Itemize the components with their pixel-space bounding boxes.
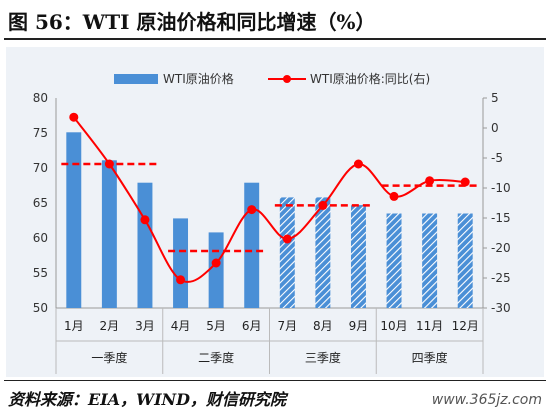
price-bar-11月 (422, 213, 438, 308)
footer-rule (4, 380, 546, 381)
title-rule (4, 38, 546, 40)
x-tick-label: 4月 (171, 319, 191, 333)
x-tick-label: 10月 (380, 319, 407, 333)
quarter-group-label: 二季度 (198, 350, 234, 365)
x-tick-label: 12月 (452, 319, 479, 333)
right-axis-tick-label: -10 (491, 181, 511, 195)
yoy-growth-line (72, 116, 466, 283)
legend-bar-swatch (114, 74, 158, 84)
left-axis-tick-label: 60 (33, 231, 48, 245)
yoy-point-9月 (353, 159, 363, 169)
x-tick-label: 8月 (313, 319, 333, 333)
legend-line-marker (283, 75, 291, 83)
x-tick-label: 11月 (416, 319, 443, 333)
yoy-point-6月 (247, 205, 257, 215)
left-axis-tick-label: 80 (33, 91, 48, 105)
x-tick-label: 1月 (64, 319, 84, 333)
right-axis-tick-label: -25 (491, 271, 511, 285)
yoy-point-11月 (425, 176, 435, 186)
price-bar-6月 (244, 182, 260, 308)
x-tick-label: 3月 (135, 319, 155, 333)
yoy-point-7月 (282, 234, 292, 244)
yoy-point-8月 (318, 200, 328, 210)
left-axis-tick-label: 70 (33, 161, 48, 175)
left-axis-tick-label: 75 (33, 126, 48, 140)
price-bar-2月 (101, 160, 117, 308)
chart-legend: WTI原油价格 WTI原油价格:同比(右) (114, 71, 430, 86)
yoy-point-12月 (460, 177, 470, 187)
right-axis-tick-label: 0 (491, 121, 499, 135)
price-bar-9月 (350, 205, 366, 308)
x-tick-label: 9月 (349, 319, 369, 333)
yoy-point-3月 (140, 215, 150, 225)
price-bar-10月 (386, 213, 402, 308)
price-bar-5月 (208, 232, 224, 308)
yoy-point-2月 (104, 159, 114, 169)
right-axis-tick-label: -5 (491, 151, 503, 165)
figure-title: 图 56：WTI 原油价格和同比增速（%） (8, 10, 376, 34)
right-axis-tick-label: 5 (491, 91, 499, 105)
right-axis-tick-label: -15 (491, 211, 511, 225)
source-note: 资料来源：EIA，WIND，财信研究院 (8, 390, 287, 409)
price-bar-4月 (173, 218, 189, 308)
quarter-group-label: 一季度 (91, 350, 127, 365)
chart-frame: WTI原油价格 WTI原油价格:同比(右) 50 55 60 65 70 75 80 -30-… (6, 47, 544, 377)
watermark: www.365jz.com (431, 392, 542, 408)
price-bar-1月 (66, 132, 82, 308)
wti-chart: WTI原油价格 WTI原油价格:同比(右) 50556065707580-30-… (33, 71, 511, 374)
legend-line-label: WTI原油价格:同比(右) (310, 71, 430, 86)
left-axis-tick-label: 55 (33, 266, 48, 280)
yoy-point-10月 (389, 191, 399, 201)
x-tick-label: 6月 (242, 319, 262, 333)
x-tick-label: 5月 (206, 319, 226, 333)
yoy-point-1月 (69, 112, 79, 122)
price-bar-8月 (315, 197, 331, 308)
left-axis-tick-label: 65 (33, 196, 48, 210)
x-tick-label: 2月 (100, 319, 120, 333)
yoy-point-4月 (176, 275, 186, 285)
left-axis-tick-label: 50 (33, 301, 48, 315)
x-tick-label: 7月 (277, 319, 297, 333)
quarter-group-label: 四季度 (412, 350, 448, 365)
right-axis-tick-label: -20 (491, 241, 511, 255)
price-bar-3月 (137, 182, 153, 308)
price-bar-12月 (457, 213, 473, 308)
price-bar-7月 (279, 197, 295, 308)
quarter-group-label: 三季度 (305, 350, 341, 365)
yoy-point-5月 (211, 258, 221, 268)
legend-bar-label: WTI原油价格 (163, 71, 234, 86)
right-axis-tick-label: -30 (491, 301, 511, 315)
